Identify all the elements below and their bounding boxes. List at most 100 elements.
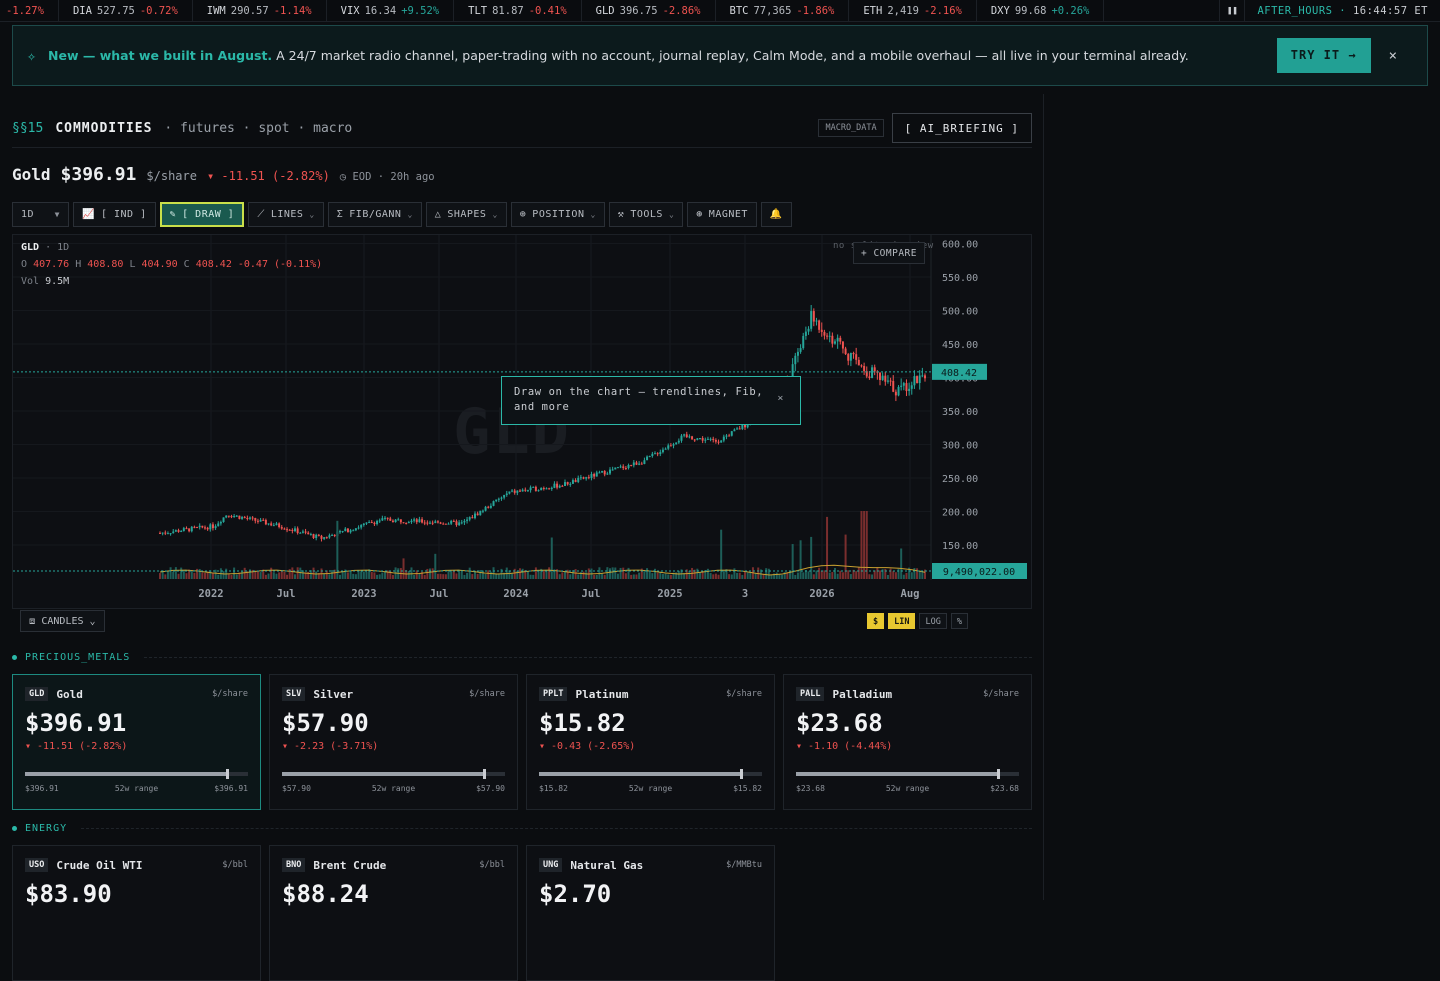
draw-button[interactable]: ✎ [ DRAW ] <box>159 202 245 227</box>
candle-body <box>376 520 379 525</box>
compare-button[interactable]: + COMPARE <box>853 242 925 264</box>
scale-dollar-button[interactable]: $ <box>867 613 885 629</box>
ticker-item[interactable]: DIA 527.75 -0.72% <box>59 0 193 22</box>
asset-card-silver[interactable]: SLV Silver $/share $57.90 ▾ -2.23 (-3.71%)… <box>269 674 518 810</box>
interval-select[interactable]: 1D ▼ <box>12 202 69 227</box>
position-dropdown[interactable]: ⊕ POSITION ⌄ <box>510 202 605 227</box>
asset-card-natgas[interactable]: UNG Natural Gas $/MMBtu $2.70 <box>526 845 775 981</box>
candle-body <box>206 527 209 530</box>
ticker-change: -0.72% <box>139 4 178 17</box>
volume-bar <box>648 570 651 579</box>
volume-bar <box>370 571 373 579</box>
candle-body <box>728 435 731 437</box>
market-clock: 16:44:57 ET <box>1352 4 1428 17</box>
ticker-item[interactable]: BTC 77,365 -1.86% <box>716 0 850 22</box>
candle-body <box>360 525 363 528</box>
magnet-toggle[interactable]: ⊛ MAGNET <box>687 202 757 227</box>
ticker-item[interactable]: DXY 99.68 +0.26% <box>977 0 1105 22</box>
pause-icon[interactable]: ❚❚ <box>1219 0 1246 22</box>
asset-card-palladium[interactable]: PALL Palladium $/share $23.68 ▾ -1.10 (-4.… <box>783 674 1032 810</box>
ticker-item[interactable]: GLD 396.75 -2.86% <box>582 0 716 22</box>
x-tick-label: Jul <box>430 588 449 600</box>
volume-bar <box>828 572 831 579</box>
volume-bar <box>386 570 389 579</box>
shapes-dropdown[interactable]: △ SHAPES ⌄ <box>425 202 507 227</box>
alert-button[interactable]: 🔔 <box>760 202 792 227</box>
volume-bar <box>407 571 410 579</box>
volume-bar <box>301 570 304 579</box>
indicators-button[interactable]: 📈 [ IND ] <box>73 202 156 227</box>
main-panel: §§15 COMMODITIES · futures · spot · macr… <box>0 94 1044 981</box>
lines-dropdown[interactable]: ⟋ LINES ⌄ <box>248 202 324 227</box>
volume-bar <box>571 570 574 579</box>
chart-type-dropdown[interactable]: ⧈ CANDLES ⌄ <box>20 610 105 632</box>
x-tick-label: 2023 <box>351 588 376 600</box>
scale-lin-button[interactable]: LIN <box>888 613 916 629</box>
ai-briefing-button[interactable]: [ AI_BRIEFING ] <box>891 113 1032 143</box>
volume-bar <box>537 570 540 579</box>
tools-dropdown[interactable]: ⚒ TOOLS ⌄ <box>608 202 684 227</box>
ticker-item[interactable]: TLT 81.87 -0.41% <box>454 0 582 22</box>
candle-body <box>394 519 397 523</box>
low-label: L <box>129 259 136 270</box>
candle-body <box>738 428 741 430</box>
ticker-badge: GLD <box>25 687 49 701</box>
ticker-bar: -1.27% DIA 527.75 -0.72% IWM 290.57 -1.14% V… <box>0 0 1440 22</box>
ticker-item[interactable]: -1.27% <box>0 0 59 22</box>
volume-bar <box>365 571 368 579</box>
fib-gann-dropdown[interactable]: Σ FIB/GANN ⌄ <box>327 202 422 227</box>
chevron-down-icon: ⌄ <box>309 210 315 219</box>
range-bar <box>25 769 248 779</box>
ticker-item[interactable]: IWM 290.57 -1.14% <box>193 0 327 22</box>
volume-bar <box>487 570 490 579</box>
target-icon: ⊕ <box>519 209 527 220</box>
candle-body <box>378 520 381 522</box>
try-it-button[interactable]: TRY IT → <box>1276 38 1371 73</box>
candle-body <box>886 380 889 382</box>
volume-bar <box>256 570 259 579</box>
range-bar <box>282 769 505 779</box>
volume-bar <box>436 573 439 579</box>
asset-change: ▾ -0.43 (-2.65%) <box>539 741 636 752</box>
volume-bar <box>211 572 214 579</box>
asset-change: ▾ -1.10 (-4.44%) <box>796 741 893 752</box>
ticker-item[interactable]: ETH 2,419 -2.16% <box>849 0 977 22</box>
market-session: AFTER_HOURS · 16:44:57 ET <box>1257 4 1428 17</box>
candle-body <box>497 498 500 500</box>
price-chart[interactable]: GLD 2022 Jul 2023 Jul 2024 Jul 2025 3 2026 Aug 150… <box>12 234 1032 609</box>
y-tick-label: 350.00 <box>942 407 978 418</box>
scale-log-button[interactable]: LOG <box>919 613 947 629</box>
close-icon[interactable]: × <box>1388 47 1397 64</box>
close-icon[interactable]: × <box>777 393 784 404</box>
range-caption: 52w range <box>628 784 673 793</box>
volume-bar <box>381 572 384 579</box>
asset-card-platinum[interactable]: PPLT Platinum $/share $15.82 ▾ -0.43 (-2.6… <box>526 674 775 810</box>
volume-bar <box>238 572 241 579</box>
macro-data-tag[interactable]: MACRO_DATA <box>818 119 884 137</box>
candle-body <box>680 435 683 441</box>
ticker-symbol: DXY <box>990 4 1010 17</box>
candle-body <box>699 438 701 440</box>
draw-hint-tooltip: Draw on the chart — trendlines, Fib, and… <box>501 376 801 425</box>
candle-body <box>262 519 265 521</box>
candle-body <box>508 491 511 494</box>
candle-body <box>624 468 627 470</box>
asset-card-gold[interactable]: GLD Gold $/share $396.91 ▾ -11.51 (-2.82%)… <box>12 674 261 810</box>
candle-body <box>889 380 892 382</box>
volume-bar <box>656 572 659 579</box>
asset-card-brent[interactable]: BNO Brent Crude $/bbl $88.24 <box>269 845 518 981</box>
volume-bar <box>762 574 765 579</box>
volume-bar <box>836 573 839 579</box>
ticker-item[interactable]: VIX 16.34 +9.52% <box>327 0 455 22</box>
scale-pct-button[interactable]: % <box>950 613 968 629</box>
volume-bar <box>307 571 310 579</box>
candle-body <box>431 522 434 524</box>
asset-change: ▾ -11.51 (-2.82%) <box>25 741 128 752</box>
asset-card-crude-wti[interactable]: USO Crude Oil WTI $/bbl $83.90 <box>12 845 261 981</box>
volume-bar <box>706 568 709 579</box>
ticker-change: -2.16% <box>923 4 962 17</box>
chart-canvas[interactable]: 2022 Jul 2023 Jul 2024 Jul 2025 3 2026 Aug 150.00 2… <box>13 235 1032 609</box>
candle-body <box>251 517 254 519</box>
candle-body <box>683 434 686 436</box>
candle-body <box>550 487 553 489</box>
